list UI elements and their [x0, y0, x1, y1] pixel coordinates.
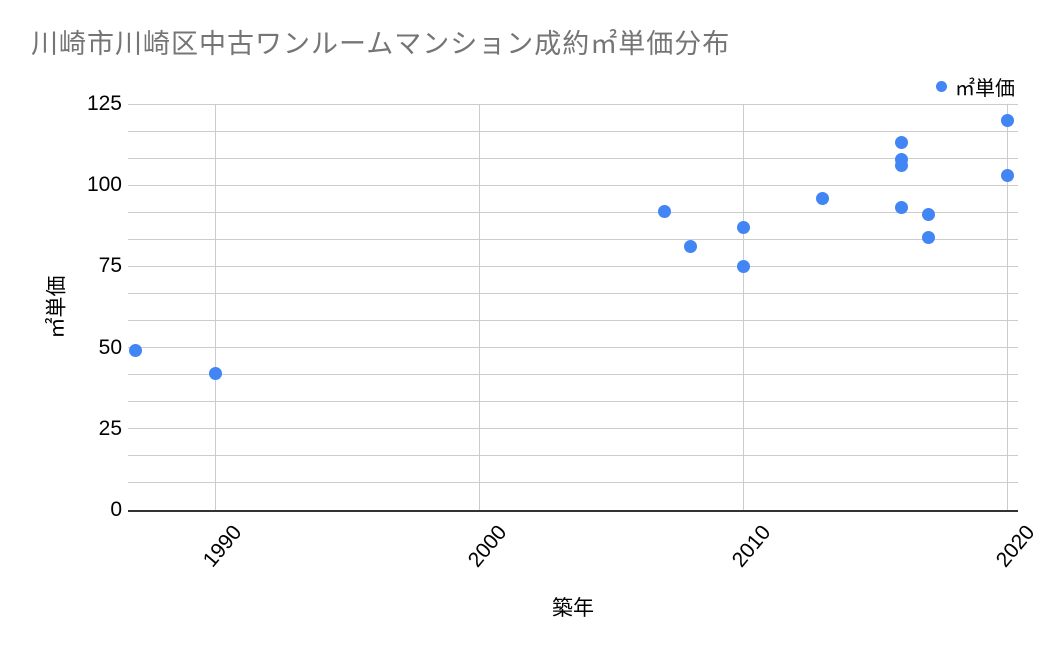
data-point[interactable] — [1000, 113, 1014, 127]
y-axis-tick-label: 0 — [110, 498, 122, 521]
horizontal-gridline — [128, 482, 1018, 484]
y-axis-tick-label: 25 — [98, 416, 122, 440]
x-axis-tick-label: 2010 — [727, 521, 775, 572]
horizontal-gridline — [128, 157, 1018, 159]
data-point[interactable] — [921, 207, 935, 221]
data-point[interactable] — [816, 191, 830, 205]
legend[interactable]: ㎡単価 — [936, 72, 1015, 101]
horizontal-gridline — [128, 347, 1018, 349]
plot-area — [128, 103, 1018, 512]
horizontal-gridline — [128, 320, 1018, 322]
horizontal-gridline — [128, 428, 1018, 430]
data-point[interactable] — [895, 159, 909, 173]
horizontal-gridline — [128, 103, 1018, 105]
vertical-gridline — [1006, 104, 1008, 510]
data-point[interactable] — [657, 204, 671, 218]
horizontal-gridline — [128, 265, 1018, 267]
y-axis-tick-label: 50 — [98, 335, 122, 359]
legend-marker-icon — [936, 81, 947, 92]
vertical-gridline — [478, 104, 480, 510]
data-point[interactable] — [1000, 168, 1014, 182]
x-axis-tick-label: 2000 — [463, 521, 511, 572]
data-point[interactable] — [684, 240, 698, 254]
horizontal-gridline — [128, 455, 1018, 457]
x-axis-tick-label: 2020 — [991, 521, 1040, 572]
vertical-gridline — [742, 104, 744, 510]
horizontal-gridline — [128, 401, 1018, 403]
data-point[interactable] — [208, 367, 222, 381]
data-point[interactable] — [895, 201, 909, 215]
y-axis-title-text: ㎡単価 — [45, 275, 68, 339]
horizontal-gridline — [128, 374, 1018, 376]
horizontal-gridline — [128, 184, 1018, 186]
data-point[interactable] — [736, 259, 750, 273]
vertical-gridline — [214, 104, 216, 510]
horizontal-gridline — [128, 292, 1018, 294]
horizontal-gridline — [128, 211, 1018, 213]
data-point[interactable] — [736, 220, 750, 234]
y-axis-tick-label: 125 — [86, 92, 122, 115]
data-point[interactable] — [895, 136, 909, 150]
x-axis-tick-label: 1990 — [199, 521, 247, 572]
y-axis-tick-label: 100 — [86, 173, 122, 197]
horizontal-gridline — [128, 130, 1018, 132]
data-point[interactable] — [921, 230, 935, 244]
y-axis-title: ㎡単価 — [34, 104, 76, 510]
x-axis-title: 築年 — [552, 597, 594, 620]
legend-label: ㎡単価 — [955, 78, 1015, 100]
y-axis-tick-label: 75 — [98, 254, 122, 278]
data-point[interactable] — [129, 344, 143, 358]
chart-title: 川崎市川崎区中古ワンルームマンション成約㎡単価分布 — [31, 29, 731, 59]
horizontal-gridline — [128, 238, 1018, 240]
